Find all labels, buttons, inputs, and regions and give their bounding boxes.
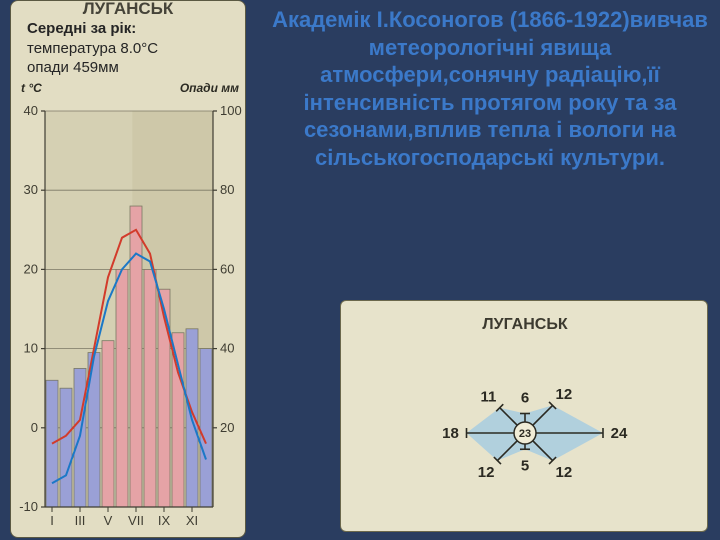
svg-text:12: 12 [478,464,495,481]
left-axis-label: t °C [21,81,42,95]
avg-title: Середні за рік: [27,20,136,37]
wind-rose-panel: ЛУГАНСЬК 6 12 24 12 5 12 18 11 23 [340,300,708,532]
svg-text:12: 12 [556,386,573,403]
svg-text:23: 23 [519,428,531,440]
avg-precip: опади 459мм [27,59,119,76]
svg-text:10: 10 [24,341,38,356]
svg-text:40: 40 [220,341,234,356]
svg-text:20: 20 [24,261,38,276]
svg-text:5: 5 [521,457,529,474]
svg-text:0: 0 [31,420,38,435]
climograph-panel: ЛУГАНСЬК Середні за рік: температура 8.0… [10,0,246,538]
avg-temp: температура 8.0°С [27,40,158,57]
svg-text:100: 100 [220,103,242,118]
svg-text:11: 11 [480,388,496,405]
svg-text:40: 40 [24,103,38,118]
svg-text:6: 6 [521,390,529,407]
main-text: Академік І.Косоногов (1866-1922)вивчав м… [270,6,710,171]
svg-text:XI: XI [186,513,198,528]
right-axis-label: Опади мм [180,81,239,95]
svg-text:-10: -10 [19,499,38,514]
svg-text:18: 18 [442,425,459,442]
svg-text:ЛУГАНСЬК: ЛУГАНСЬК [482,316,567,333]
svg-text:20: 20 [220,420,234,435]
svg-text:80: 80 [220,182,234,197]
svg-text:V: V [104,513,113,528]
climo-averages: Середні за рік: температура 8.0°С опади … [27,19,158,78]
wind-rose-plot: ЛУГАНСЬК 6 12 24 12 5 12 18 11 23 [341,301,709,533]
svg-text:12: 12 [556,464,573,481]
climo-city: ЛУГАНСЬК [11,0,245,19]
svg-text:I: I [50,513,54,528]
svg-text:VII: VII [128,513,144,528]
svg-text:30: 30 [24,182,38,197]
climograph-plot: -1001020304020406080100IIIIVVIIIXXI [11,103,246,538]
svg-text:III: III [75,513,86,528]
svg-text:IX: IX [158,513,171,528]
svg-text:60: 60 [220,261,234,276]
svg-text:24: 24 [611,425,628,442]
